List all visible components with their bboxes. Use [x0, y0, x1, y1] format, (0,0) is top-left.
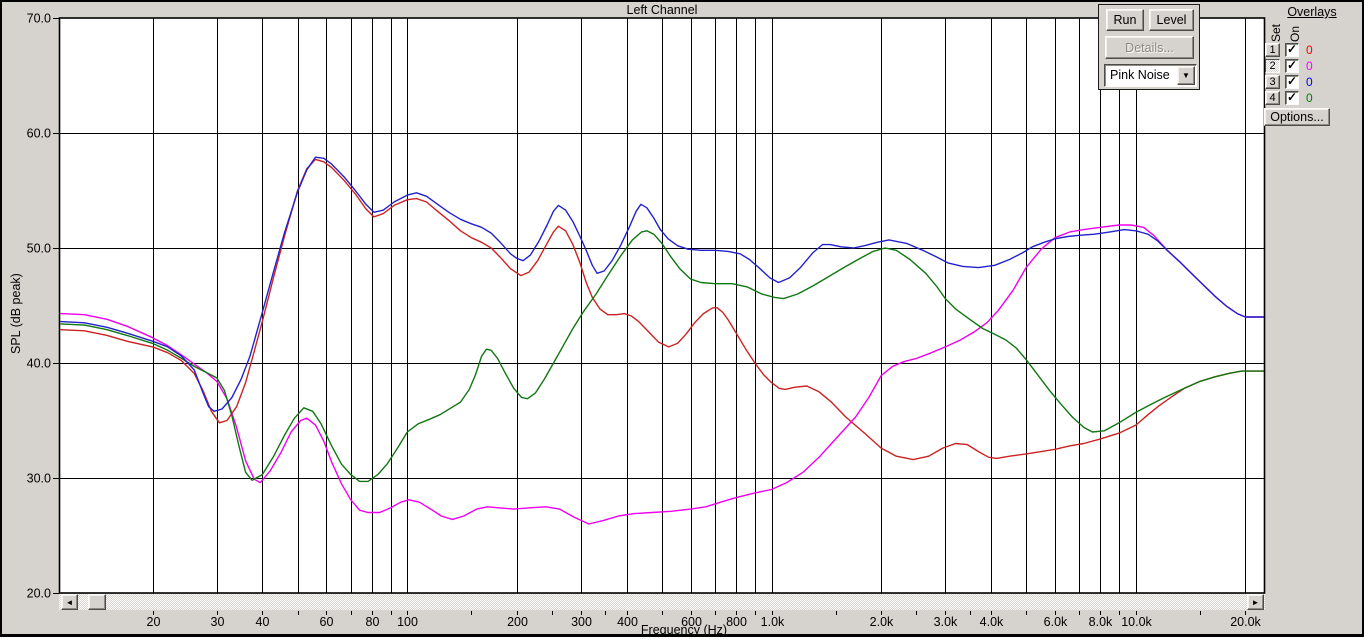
x-axis-label: Frequency (Hz) [599, 623, 769, 637]
x-tick-label-3000: 3.0k [934, 615, 958, 629]
overlay-on-checkbox-1[interactable]: ✓ [1285, 43, 1299, 57]
y-tick-label-60: 60.0 [27, 127, 51, 141]
right-arrow-icon: ► [1252, 598, 1260, 607]
check-icon: ✓ [1287, 44, 1297, 55]
y-tick-label-20: 20.0 [27, 587, 51, 601]
x-tick-label-20000: 20.0k [1230, 615, 1261, 629]
control-panel: Run Level Details... Pink Noise ▼ [1098, 4, 1200, 90]
x-tick-label-80: 80 [366, 615, 380, 629]
check-icon: ✓ [1287, 92, 1297, 103]
signal-select-value: Pink Noise [1110, 68, 1170, 82]
y-tick-label-40: 40.0 [27, 357, 51, 371]
chevron-down-icon: ▼ [1182, 72, 1190, 80]
y-tick-label-30: 30.0 [27, 472, 51, 486]
overlay-set-button-3[interactable]: 3 [1265, 75, 1280, 89]
overlay-set-button-2[interactable]: 2 [1265, 59, 1280, 73]
overlay-value-4: 0 [1306, 91, 1313, 105]
overlay-set-button-1[interactable]: 1 [1265, 43, 1280, 57]
y-tick-label-50: 50.0 [27, 242, 51, 256]
scroll-right-button[interactable]: ► [1247, 594, 1264, 610]
check-icon: ✓ [1287, 76, 1297, 87]
y-axis-label: SPL (dB peak) [9, 273, 23, 354]
horizontal-scrollbar[interactable]: ◄ ► [59, 594, 1265, 610]
x-tick-label-200: 200 [507, 615, 528, 629]
overlay-value-3: 0 [1306, 75, 1313, 89]
details-button[interactable]: Details... [1105, 36, 1194, 59]
x-tick-label-2000: 2.0k [870, 615, 894, 629]
x-tick-label-10000: 10.0k [1121, 615, 1152, 629]
x-tick-label-20: 20 [147, 615, 161, 629]
x-tick-label-4000: 4.0k [980, 615, 1004, 629]
overlays-heading: Overlays [1282, 5, 1342, 19]
scrollbar-thumb[interactable] [88, 594, 106, 610]
overlay-value-2: 0 [1306, 59, 1313, 73]
check-icon: ✓ [1287, 60, 1297, 71]
left-arrow-icon: ◄ [66, 598, 74, 607]
signal-select[interactable]: Pink Noise ▼ [1104, 64, 1197, 87]
x-tick-label-60: 60 [320, 615, 334, 629]
overlay-on-checkbox-2[interactable]: ✓ [1285, 59, 1299, 73]
overlay-on-checkbox-4[interactable]: ✓ [1285, 91, 1299, 105]
x-tick-label-300: 300 [571, 615, 592, 629]
overlay-set-button-4[interactable]: 4 [1265, 91, 1280, 105]
overlay-on-checkbox-3[interactable]: ✓ [1285, 75, 1299, 89]
overlay-value-1: 0 [1306, 43, 1313, 57]
x-tick-label-30: 30 [211, 615, 225, 629]
x-tick-label-6000: 6.0k [1044, 615, 1068, 629]
options-button[interactable]: Options... [1264, 108, 1330, 126]
level-button[interactable]: Level [1149, 9, 1194, 31]
y-tick-label-70: 70.0 [27, 12, 51, 26]
overlays-on-column-label: On [1288, 26, 1302, 42]
overlays-set-column-label: Set [1269, 24, 1283, 42]
signal-dropdown-button[interactable]: ▼ [1177, 66, 1195, 85]
run-button[interactable]: Run [1106, 9, 1144, 31]
x-tick-label-40: 40 [256, 615, 270, 629]
x-tick-label-100: 100 [397, 615, 418, 629]
x-tick-label-8000: 8.0k [1089, 615, 1113, 629]
scroll-left-button[interactable]: ◄ [61, 594, 78, 610]
